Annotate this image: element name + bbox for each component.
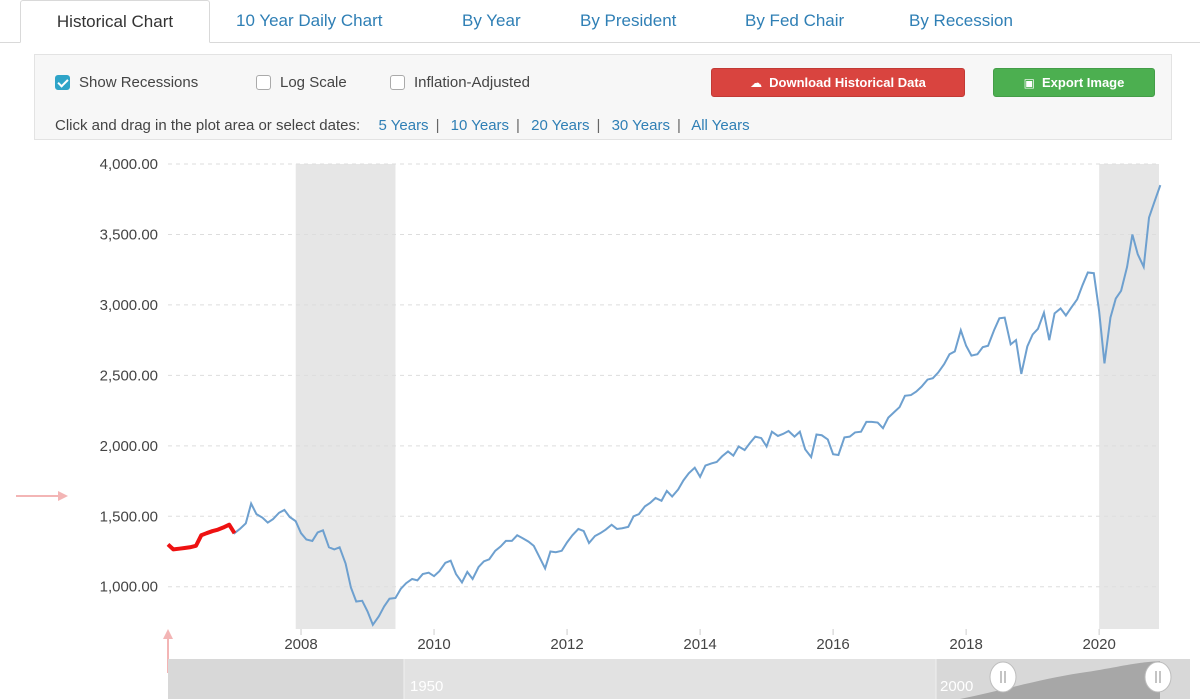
- navigator-year-label: 2000: [940, 678, 973, 695]
- highlighted-segment: [166, 522, 237, 552]
- y-tick-label: 3,000.00: [100, 297, 158, 314]
- cloud-download-icon: ☁: [750, 76, 763, 90]
- checkbox-unchecked-icon: [256, 74, 271, 90]
- range-10-years-link[interactable]: 10 Years: [450, 117, 510, 134]
- inflation-adjusted-label: Inflation-Adjusted: [414, 73, 530, 91]
- y-tick-label: 1,500.00: [100, 508, 158, 525]
- tab-10-year-daily-chart[interactable]: 10 Year Daily Chart: [236, 11, 383, 30]
- x-tick-label: 2012: [550, 636, 583, 653]
- chart-options-panel: Show Recessions Log Scale Inflation-Adju…: [34, 54, 1172, 140]
- separator: |: [596, 117, 601, 134]
- separator: |: [435, 117, 440, 134]
- tab-by-year[interactable]: By Year: [462, 11, 521, 30]
- range-all-years-link[interactable]: All Years: [691, 117, 750, 134]
- tab-by-president[interactable]: By President: [580, 11, 677, 30]
- arrow-up-icon: [163, 629, 173, 639]
- checkbox-unchecked-icon: [390, 74, 405, 90]
- download-button-label: Download Historical Data: [769, 75, 926, 90]
- log-scale-checkbox[interactable]: Log Scale: [256, 73, 347, 91]
- tab-bar: Historical Chart 10 Year Daily Chart By …: [0, 0, 1200, 43]
- x-tick-label: 2020: [1082, 636, 1115, 653]
- recession-bands: [295, 164, 1159, 629]
- navigator-year-label: 1950: [410, 678, 443, 695]
- navigator-handle[interactable]: [1144, 661, 1172, 693]
- tab-by-recession[interactable]: By Recession: [909, 11, 1013, 30]
- y-tick-label: 2,500.00: [100, 367, 158, 384]
- navigator-window: [404, 659, 936, 699]
- y-tick-label: 4,000.00: [100, 156, 158, 173]
- series-line: [167, 184, 1162, 627]
- x-axis: 2008 2010 2012 2014 2016 2018 2020: [284, 629, 1116, 653]
- tab-historical-chart[interactable]: Historical Chart: [20, 0, 210, 43]
- tab-by-fed-chair[interactable]: By Fed Chair: [745, 11, 845, 30]
- inflation-adjusted-checkbox[interactable]: Inflation-Adjusted: [390, 73, 530, 91]
- range-30-years-link[interactable]: 30 Years: [611, 117, 670, 134]
- separator: |: [676, 117, 681, 134]
- x-tick-label: 2008: [284, 636, 317, 653]
- y-tick-label: 1,000.00: [100, 579, 158, 596]
- series-lines: [166, 184, 1162, 627]
- x-tick-label: 2014: [683, 636, 716, 653]
- x-tick-label: 2018: [949, 636, 982, 653]
- date-range-selector: Click and drag in the plot area or selec…: [55, 117, 750, 134]
- export-image-button[interactable]: ▣ Export Image: [993, 68, 1155, 97]
- navigator[interactable]: 1950 2000: [168, 659, 1190, 699]
- recession-band: [295, 164, 396, 629]
- historical-line-chart[interactable]: 1,000.00 1,500.00 2,000.00 2,500.00 3,000.00…: [0, 143, 1200, 699]
- gridlines: [168, 163, 1159, 588]
- y-axis: 1,000.00 1,500.00 2,000.00 2,500.00 3,000.00…: [100, 156, 158, 596]
- x-tick-label: 2016: [816, 636, 849, 653]
- range-20-years-link[interactable]: 20 Years: [531, 117, 590, 134]
- download-historical-data-button[interactable]: ☁ Download Historical Data: [711, 68, 965, 97]
- navigator-handle[interactable]: [989, 661, 1017, 693]
- x-tick-label: 2010: [417, 636, 450, 653]
- export-button-label: Export Image: [1041, 75, 1125, 90]
- show-recessions-checkbox[interactable]: Show Recessions: [55, 73, 198, 91]
- show-recessions-label: Show Recessions: [79, 73, 199, 91]
- navigator-handle-knob: [989, 661, 1017, 693]
- log-scale-label: Log Scale: [280, 73, 347, 91]
- y-tick-label: 3,500.00: [100, 226, 158, 243]
- separator: |: [516, 117, 520, 134]
- date-range-prompt: Click and drag in the plot area or selec…: [55, 117, 361, 134]
- navigator-handle-knob: [1144, 661, 1172, 693]
- range-5-years-link[interactable]: 5 Years: [378, 117, 429, 134]
- recession-band: [1099, 164, 1159, 629]
- image-icon: ▣: [1023, 76, 1035, 90]
- checkbox-checked-icon: [55, 74, 70, 90]
- y-tick-label: 2,000.00: [100, 438, 158, 455]
- arrow-right-icon: [58, 491, 68, 501]
